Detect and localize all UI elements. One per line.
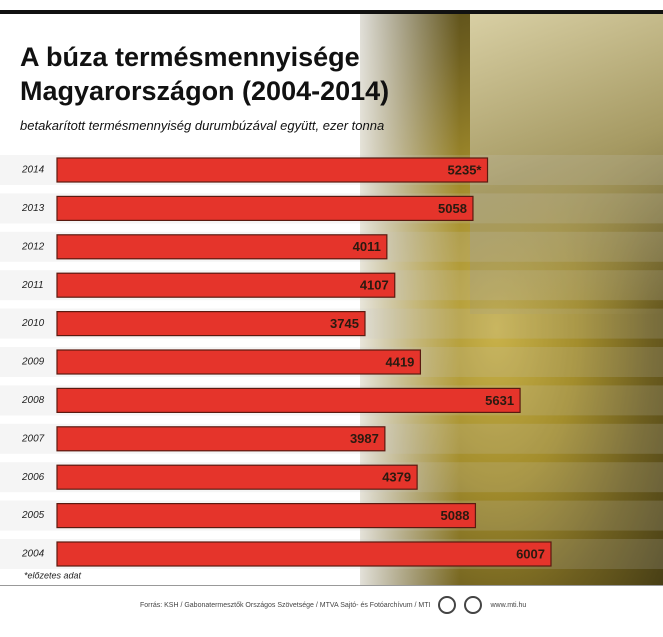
website: www.mti.hu bbox=[490, 602, 526, 609]
value-label: 4419 bbox=[385, 354, 414, 369]
bar bbox=[57, 196, 473, 220]
value-label: 5235* bbox=[448, 162, 483, 177]
bar bbox=[57, 465, 417, 489]
value-label: 4107 bbox=[360, 278, 389, 293]
value-label: 4011 bbox=[353, 239, 381, 254]
y-tick-label: 2006 bbox=[21, 472, 45, 483]
bar bbox=[57, 273, 395, 297]
logo-icon bbox=[464, 596, 482, 614]
logo-icon bbox=[438, 596, 456, 614]
chart: *előzetes adat 2014 5235* 2013 5058 2012 4011… bbox=[0, 0, 663, 637]
value-label: 5631 bbox=[485, 393, 514, 408]
source: Forrás: KSH / Gabonatermesztők Országos … bbox=[140, 602, 430, 609]
bar bbox=[57, 542, 551, 566]
value-label: 5088 bbox=[441, 508, 470, 523]
footer-rule bbox=[0, 585, 663, 586]
footer: Forrás: KSH / Gabonatermesztők Országos … bbox=[140, 593, 663, 617]
y-tick-label: 2013 bbox=[21, 203, 45, 214]
y-tick-label: 2004 bbox=[21, 549, 45, 560]
page: A búza termésmennyisége Magyarországon (… bbox=[0, 0, 663, 637]
y-tick-label: 2009 bbox=[21, 357, 45, 368]
y-tick-label: 2007 bbox=[21, 433, 45, 444]
bar bbox=[57, 312, 365, 336]
value-label: 5058 bbox=[438, 201, 467, 216]
bar bbox=[57, 504, 475, 528]
y-tick-label: 2011 bbox=[21, 280, 44, 291]
bar bbox=[57, 350, 420, 374]
bar bbox=[57, 235, 387, 259]
footnote: *előzetes adat bbox=[24, 570, 82, 580]
y-tick-label: 2008 bbox=[21, 395, 45, 406]
y-tick-label: 2012 bbox=[21, 241, 45, 252]
y-tick-label: 2005 bbox=[21, 510, 45, 521]
value-label: 3745 bbox=[330, 316, 359, 331]
y-tick-label: 2010 bbox=[21, 318, 45, 329]
value-label: 3987 bbox=[350, 431, 379, 446]
value-label: 4379 bbox=[382, 470, 411, 485]
bar bbox=[57, 427, 385, 451]
bar bbox=[57, 158, 488, 182]
bar bbox=[57, 388, 520, 412]
y-tick-label: 2014 bbox=[21, 165, 45, 176]
value-label: 6007 bbox=[516, 546, 545, 561]
